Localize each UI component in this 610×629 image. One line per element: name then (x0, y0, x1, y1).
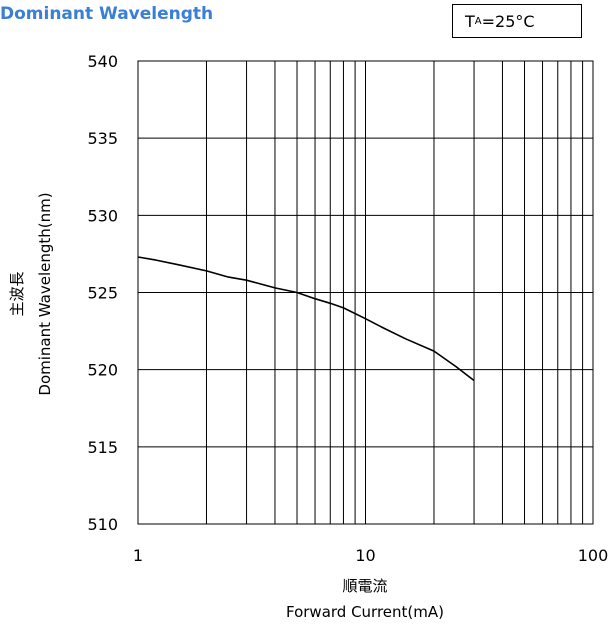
y-tick-label: 525 (87, 284, 118, 303)
grid (138, 61, 593, 524)
condition-box: T A =25°C (452, 4, 582, 38)
plot-frame (137, 60, 594, 525)
condition-subscript: A (474, 15, 482, 27)
condition-value: =25°C (481, 11, 535, 31)
chart-title: Dominant Wavelength (0, 4, 214, 24)
series-layer (137, 256, 475, 382)
y-axis-label: Dominant Wavelength(nm) (36, 192, 54, 395)
y-tick-label: 540 (87, 52, 118, 71)
tick-labels: 510 515 520 525 530 535 540 1 10 100 (87, 52, 608, 565)
y-tick-label: 535 (87, 129, 118, 148)
series-line (137, 256, 475, 382)
x-axis-label: Forward Current(mA) (286, 603, 444, 621)
x-tick-label: 100 (578, 546, 609, 565)
y-tick-label: 520 (87, 361, 118, 380)
x-tick-label: 10 (355, 546, 375, 565)
x-tick-label: 1 (133, 546, 143, 565)
x-axis-label-jp: 順電流 (342, 577, 387, 595)
condition-symbol: T (465, 11, 475, 31)
y-tick-label: 515 (87, 438, 118, 457)
y-tick-label: 530 (87, 206, 118, 225)
y-tick-label: 510 (87, 515, 118, 534)
y-axis-label-jp: 主波長 (8, 271, 26, 316)
